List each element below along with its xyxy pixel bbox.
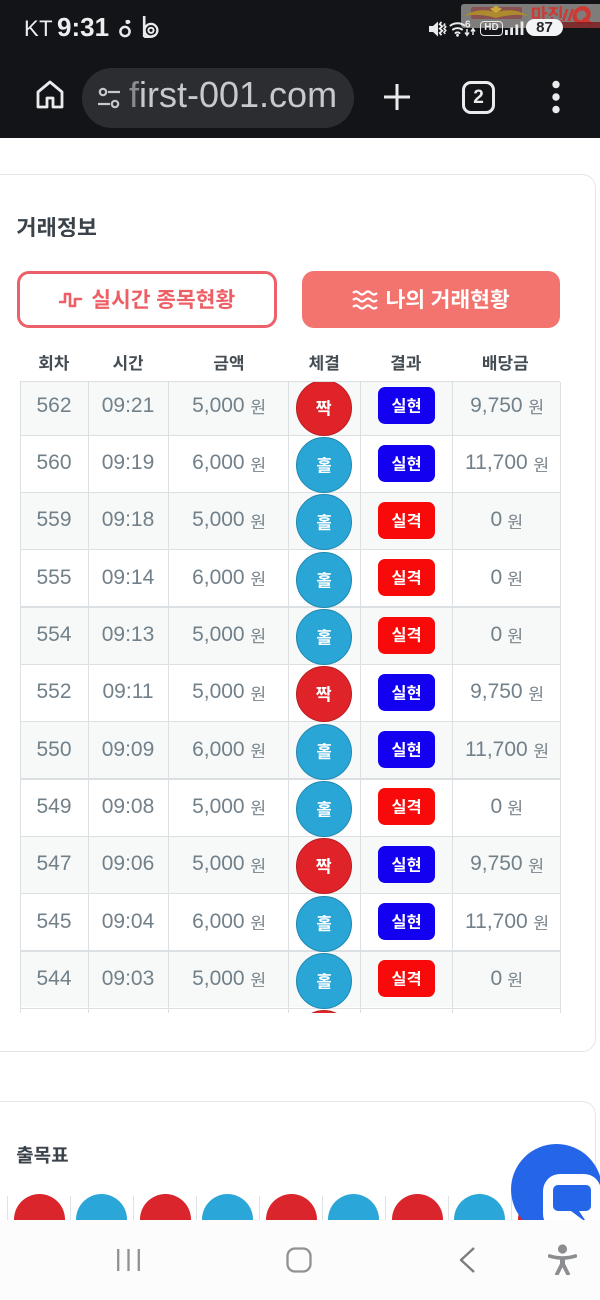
svg-text:6: 6 xyxy=(465,20,471,31)
